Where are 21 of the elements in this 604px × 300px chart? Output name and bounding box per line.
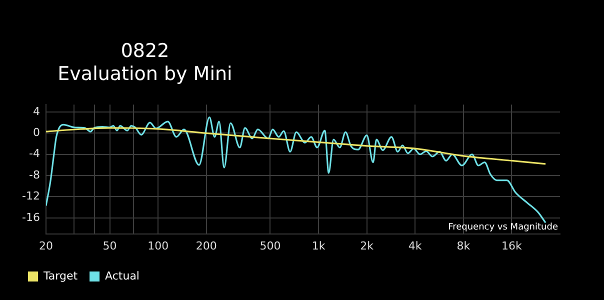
annotation: Frequency vs Magnitude — [448, 222, 558, 233]
x-tick-label: 8k — [456, 239, 471, 252]
x-tick-label: 2k — [360, 239, 374, 252]
x-tick-label: 16k — [502, 239, 523, 252]
y-tick-label: 4 — [32, 104, 40, 118]
y-tick-label: -4 — [29, 147, 40, 160]
chart-title: 0822 — [120, 40, 170, 63]
x-tick-label: 50 — [102, 239, 117, 252]
x-tick-label: 200 — [196, 239, 217, 252]
y-tick-label: -16 — [22, 210, 40, 224]
x-tick-label: 4k — [408, 239, 422, 252]
y-tick-label: 0 — [32, 126, 40, 140]
y-tick-label: -12 — [22, 190, 40, 203]
x-tick-label: 1k — [312, 239, 326, 252]
chart-subtitle: Evaluation by Mini — [56, 63, 234, 86]
x-tick-label: 500 — [260, 239, 281, 252]
y-tick-label: -8 — [29, 168, 40, 182]
legend-label: Target — [42, 269, 78, 282]
legend-label: Actual — [105, 269, 140, 282]
x-tick-label: 100 — [148, 239, 169, 252]
x-tick-label: 20 — [38, 239, 53, 252]
